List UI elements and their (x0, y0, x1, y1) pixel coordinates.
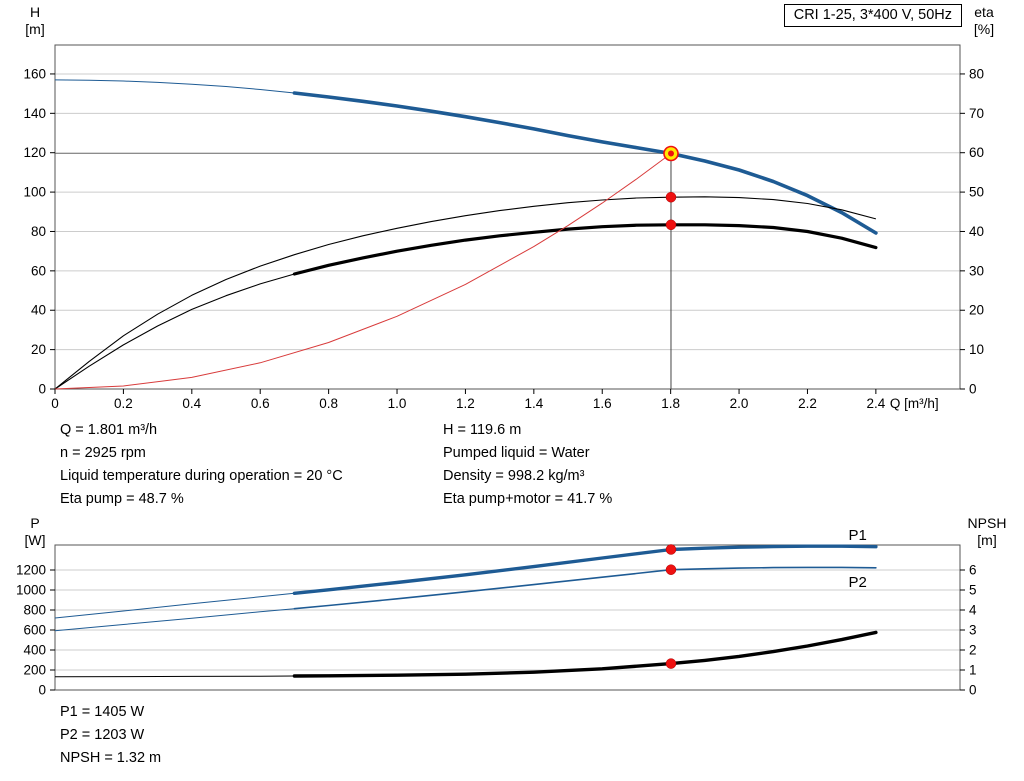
x-tick-label: 0.4 (182, 396, 201, 411)
y-left-tick-label: 400 (23, 643, 46, 658)
y-right-tick-label: 3 (969, 623, 977, 638)
x-tick-label: 2.0 (730, 396, 749, 411)
duty-point-dot (665, 564, 677, 575)
pumped-liquid-value: Pumped liquid = Water (443, 445, 590, 461)
y-right-tick-label: 5 (969, 583, 977, 598)
pump-designation-label: CRI 1-25, 3*400 V, 50Hz (793, 7, 952, 23)
x-tick-label: 2.2 (798, 396, 817, 411)
y-right-tick-label: 4 (969, 603, 977, 618)
y-right-tick-label: 40 (969, 224, 984, 239)
npsh-value: NPSH = 1.32 m (60, 750, 162, 766)
y-left-tick-label: 1000 (16, 583, 46, 598)
power-npsh-chart: P1 P2 0 200 400 600 800 1000 1200 0 1 2 3 4 5 6 (16, 527, 977, 698)
duty-info-right-column: H = 119.6 m Pumped liquid = Water Densit… (443, 419, 612, 511)
p-axis-title: P [W] (16, 515, 54, 549)
y-left-tick-label: 600 (23, 623, 46, 638)
x-tick-label: 1.6 (593, 396, 612, 411)
y-right-tick-label: 0 (969, 382, 977, 397)
density-value: Density = 998.2 kg/m³ (443, 468, 585, 484)
eta-pump-curve (54, 196, 877, 390)
eta-pump-motor-curve-thin (54, 273, 295, 390)
curve-label-p1: P1 (848, 527, 866, 544)
y-right-tick-label: 2 (969, 643, 977, 658)
p1-value: P1 = 1405 W (60, 704, 145, 720)
system-curve (54, 153, 672, 390)
x-tick-label: 0.6 (251, 396, 270, 411)
duty-point-dot (665, 544, 677, 555)
power-npsh-info-column: P1 = 1405 W P2 = 1203 W NPSH = 1.32 m (60, 701, 161, 770)
y-left-tick-label: 40 (31, 303, 46, 318)
y-right-tick-label: 30 (969, 263, 984, 278)
x-tick-label: 1.0 (388, 396, 407, 411)
y-left-tick-label: 160 (23, 66, 46, 81)
eta-pump-value: Eta pump = 48.7 % (60, 491, 184, 507)
liquid-temperature-value: Liquid temperature during operation = 20… (60, 468, 343, 484)
eta-pump-motor-value: Eta pump+motor = 41.7 % (443, 491, 613, 507)
y-left-tick-label: 0 (38, 382, 46, 397)
duty-point-dot (665, 658, 677, 669)
y-left-tick-label: 200 (23, 663, 46, 678)
npsh-curve-thin (54, 675, 295, 678)
x-tick-label: 0.8 (319, 396, 338, 411)
y-right-tick-label: 80 (969, 66, 984, 81)
y-left-tick-label: 140 (23, 106, 46, 121)
x-tick-label: 1.8 (661, 396, 680, 411)
h-axis-title-line1: H (29, 4, 41, 20)
y-left-tick-label: 1200 (16, 563, 46, 578)
y-left-tick-label: 0 (38, 683, 46, 698)
eta-axis-title-line2: [%] (973, 21, 995, 37)
y-left-tick-label: 120 (23, 145, 46, 160)
head-curve (292, 91, 878, 235)
qh-eta-chart: 0 20 40 60 80 100 120 140 160 0 10 20 30 40 50 60 70 80 0 0… (23, 44, 984, 411)
y-right-tick-label: 0 (969, 683, 977, 698)
head-curve-thin (54, 79, 295, 94)
x-tick-label: 1.2 (456, 396, 475, 411)
x-axis-unit-label: Q [m³/h] (890, 396, 939, 411)
y-left-tick-label: 80 (31, 224, 46, 239)
p2-curve (293, 566, 877, 610)
x-tick-label: 0 (51, 396, 59, 411)
head-value: H = 119.6 m (443, 422, 522, 438)
speed-value: n = 2925 rpm (60, 445, 146, 461)
x-tick-label: 1.4 (524, 396, 543, 411)
y-left-tick-label: 20 (31, 342, 46, 357)
eta-axis-title-line1: eta (974, 4, 994, 20)
duty-point-dot (665, 219, 677, 231)
plot-frame (54, 44, 961, 390)
y-left-tick-label: 100 (23, 185, 46, 200)
y-left-tick-label: 60 (31, 263, 46, 278)
y-right-tick-label: 20 (969, 303, 984, 318)
flow-value: Q = 1.801 m³/h (60, 422, 158, 438)
y-left-tick-label: 800 (23, 603, 46, 618)
npsh-curve (292, 630, 878, 678)
eta-axis-title: eta [%] (966, 4, 1002, 38)
x-tick-label: 0.2 (114, 396, 133, 411)
y-right-tick-label: 10 (969, 342, 984, 357)
npsh-axis-title-line1: NPSH (967, 515, 1007, 531)
y-right-tick-label: 70 (969, 106, 984, 121)
duty-info-left-column: Q = 1.801 m³/h n = 2925 rpm Liquid tempe… (60, 419, 343, 511)
h-axis-title: H [m] (16, 4, 54, 38)
p2-value: P2 = 1203 W (60, 727, 145, 743)
y-right-tick-label: 6 (969, 563, 977, 578)
eta-pump-motor-curve (292, 223, 878, 276)
curve-label-p2: P2 (848, 574, 866, 591)
x-tick-label: 2.4 (866, 396, 885, 411)
operating-point-center (667, 150, 674, 157)
h-axis-title-line2: [m] (25, 21, 45, 37)
y-right-tick-label: 1 (969, 663, 977, 678)
npsh-axis-title: NPSH [m] (962, 515, 1012, 549)
y-right-tick-label: 50 (969, 185, 984, 200)
p2-curve-thin (54, 608, 295, 632)
y-right-tick-label: 60 (969, 145, 984, 160)
p-axis-title-line2: [W] (24, 532, 46, 548)
duty-point-dot (665, 191, 677, 203)
npsh-axis-title-line2: [m] (977, 532, 997, 548)
pump-designation-box: CRI 1-25, 3*400 V, 50Hz (783, 4, 962, 27)
p-axis-title-line1: P (30, 515, 40, 531)
p1-curve-thin (54, 592, 295, 619)
